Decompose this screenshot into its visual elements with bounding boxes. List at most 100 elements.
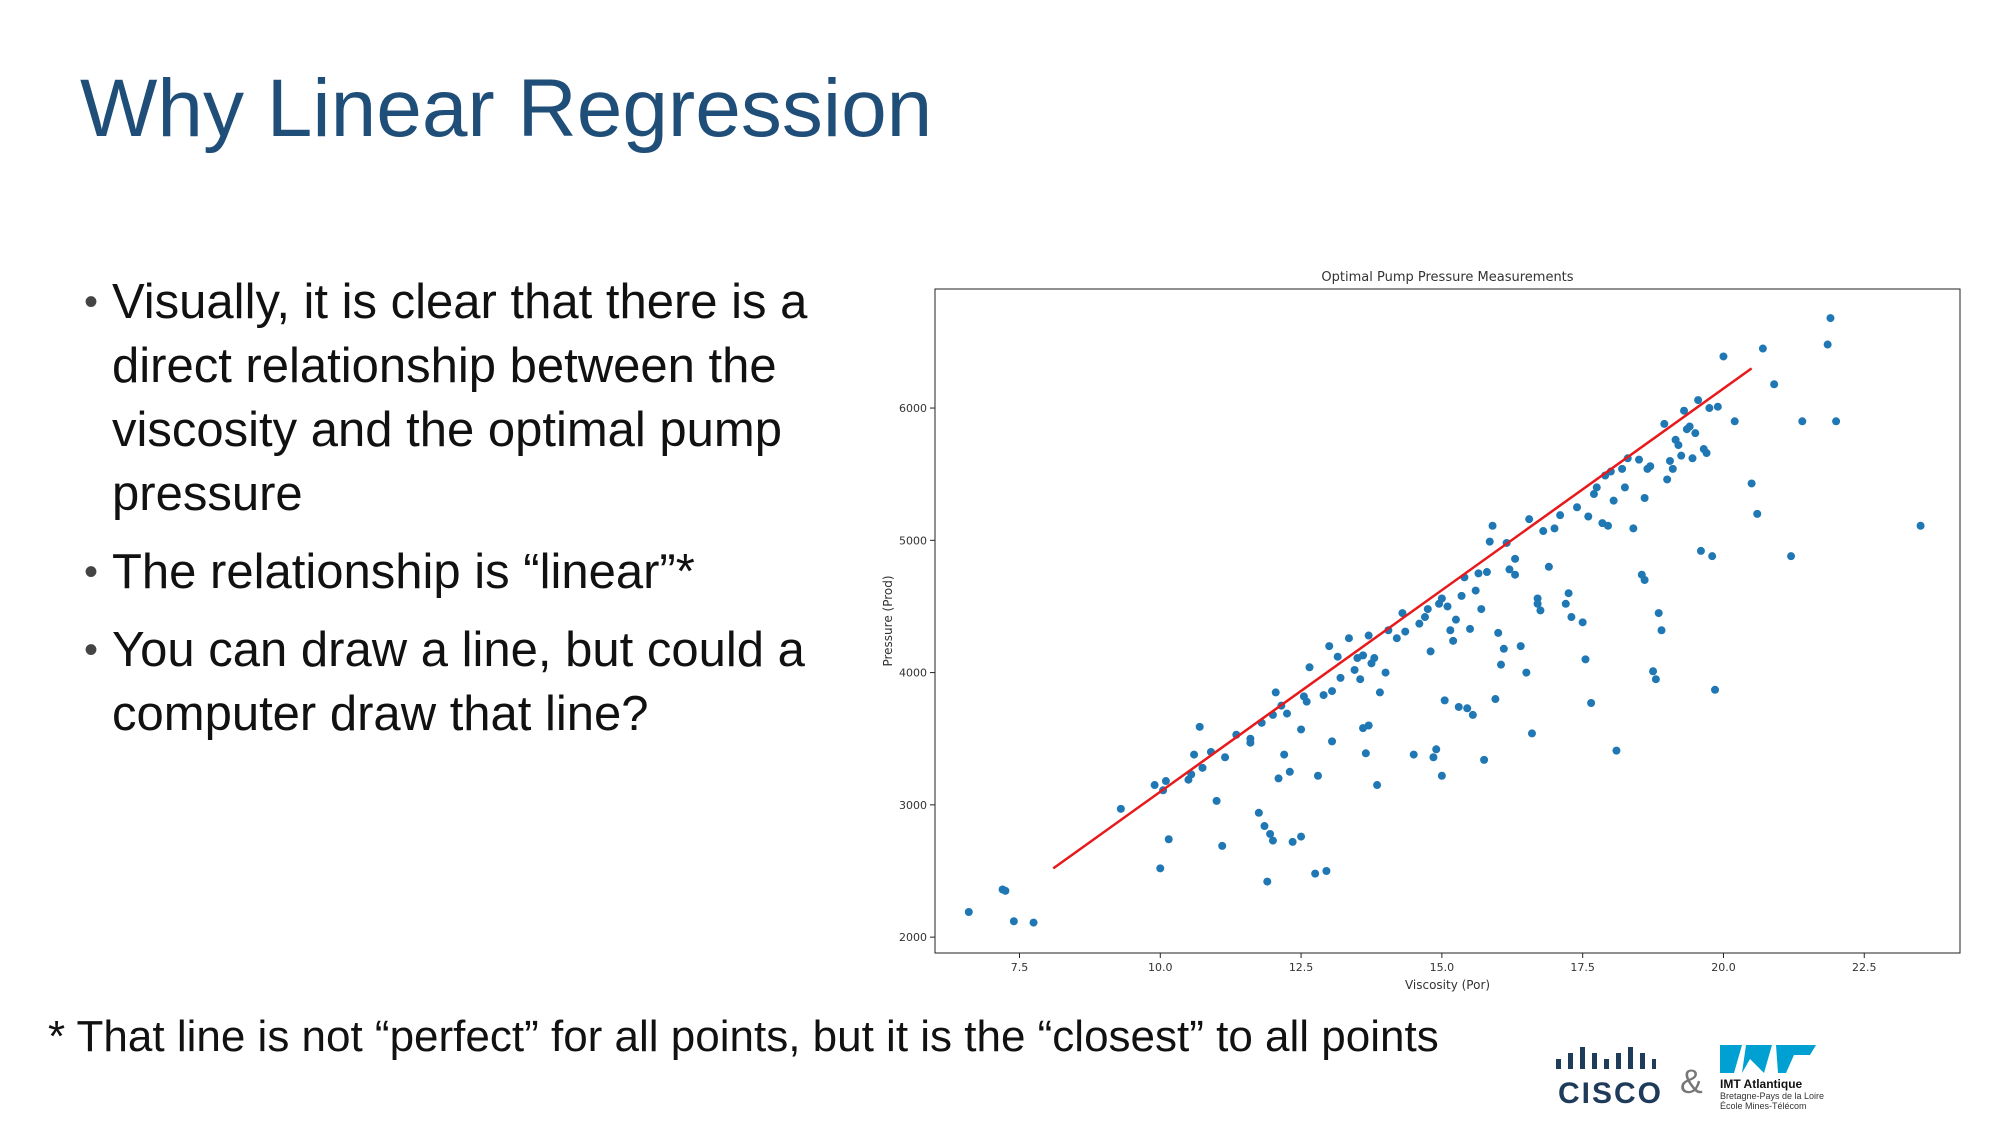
x-tick-label: 10.0	[1148, 961, 1173, 974]
data-point	[1437, 594, 1446, 603]
data-point	[1561, 599, 1570, 608]
data-point	[1758, 344, 1767, 353]
data-point	[1449, 636, 1458, 645]
data-point	[1471, 586, 1480, 595]
data-point	[1311, 869, 1320, 878]
data-point	[1719, 352, 1728, 361]
data-point	[1708, 552, 1717, 561]
footnote: * That line is not “perfect” for all poi…	[48, 1012, 1439, 1061]
data-point	[1609, 496, 1618, 505]
data-point	[1451, 615, 1460, 624]
data-point	[1592, 483, 1601, 492]
chart-title: Optimal Pump Pressure Measurements	[1321, 270, 1573, 285]
data-point	[1212, 796, 1221, 805]
data-point	[1587, 699, 1596, 708]
data-point	[1539, 527, 1548, 536]
data-point	[1694, 396, 1703, 405]
data-point	[1375, 688, 1384, 697]
y-axis-label: Pressure (Prod)	[881, 575, 895, 666]
x-tick-label: 12.5	[1289, 961, 1314, 974]
imt-subtitle-line: Bretagne-Pays de la Loire	[1720, 1091, 1825, 1101]
data-point	[1516, 642, 1525, 651]
data-point	[1268, 836, 1277, 845]
axis-ticks: 7.5 10.0 12.5 15.0 17.5 20.0 22.5 2000 3000 4000 5…	[899, 402, 1877, 974]
x-tick-label: 20.0	[1711, 961, 1736, 974]
data-point	[1665, 456, 1674, 465]
data-point	[1491, 695, 1500, 704]
ampersand: &	[1680, 1063, 1703, 1101]
data-point	[1550, 524, 1559, 533]
data-point	[1319, 691, 1328, 700]
data-point	[1392, 634, 1401, 643]
data-point	[1663, 475, 1672, 484]
x-axis-label: Viscosity (Por)	[1405, 978, 1490, 992]
data-point	[1770, 380, 1779, 389]
data-point	[1497, 660, 1506, 669]
data-point	[1221, 753, 1230, 762]
y-tick-label: 2000	[899, 931, 927, 944]
data-point	[1488, 521, 1497, 530]
data-point	[1198, 763, 1207, 772]
data-point	[1823, 340, 1832, 349]
data-point	[1536, 606, 1545, 615]
data-point	[1364, 631, 1373, 640]
data-point	[1423, 605, 1432, 614]
data-point	[1313, 771, 1322, 780]
data-point	[1356, 675, 1365, 684]
data-point	[1336, 673, 1345, 682]
data-point	[1254, 808, 1263, 817]
data-point	[1612, 746, 1621, 755]
data-point	[1164, 835, 1173, 844]
data-point	[1195, 722, 1204, 731]
data-point	[1288, 837, 1297, 846]
data-point	[1474, 569, 1483, 578]
data-point	[1711, 685, 1720, 694]
data-points	[964, 314, 1925, 927]
data-point	[1364, 721, 1373, 730]
data-point	[1361, 749, 1370, 758]
data-point	[1798, 417, 1807, 426]
data-point	[1373, 781, 1382, 790]
data-point	[1544, 562, 1553, 571]
data-point	[1787, 552, 1796, 561]
bullet-item: Visually, it is clear that there is a di…	[84, 270, 874, 526]
data-point	[1415, 619, 1424, 628]
data-point	[1691, 429, 1700, 438]
data-point	[1578, 618, 1587, 627]
bullet-item: The relationship is “linear”*	[84, 540, 874, 604]
imt-name: IMT Atlantique	[1720, 1077, 1803, 1091]
data-point	[1567, 613, 1576, 622]
data-point	[1432, 745, 1441, 754]
data-point	[1494, 628, 1503, 637]
data-point	[1161, 777, 1170, 786]
bullet-list: Visually, it is clear that there is a di…	[84, 270, 874, 760]
data-point	[964, 907, 973, 916]
data-point	[1584, 512, 1593, 521]
cisco-bars-icon	[1556, 1047, 1656, 1069]
data-point	[1322, 866, 1331, 875]
data-point	[1604, 521, 1613, 530]
data-point	[1696, 546, 1705, 555]
data-point	[1271, 688, 1280, 697]
data-point	[1832, 417, 1841, 426]
data-point	[1640, 575, 1649, 584]
regression-line	[1052, 367, 1753, 870]
data-point	[1705, 404, 1714, 413]
data-point	[1328, 687, 1337, 696]
data-point	[1420, 613, 1429, 622]
data-point	[1511, 570, 1520, 579]
y-tick-label: 4000	[899, 667, 927, 680]
x-tick-label: 17.5	[1570, 961, 1595, 974]
data-point	[1116, 804, 1125, 813]
data-point	[1282, 709, 1291, 718]
data-point	[1429, 753, 1438, 762]
data-point	[1485, 537, 1494, 546]
data-point	[1589, 490, 1598, 499]
data-point	[1297, 832, 1306, 841]
data-point	[1190, 750, 1199, 759]
data-point	[1246, 734, 1255, 743]
data-point	[1409, 750, 1418, 759]
data-point	[1443, 602, 1452, 611]
data-point	[1297, 725, 1306, 734]
data-point	[1730, 417, 1739, 426]
